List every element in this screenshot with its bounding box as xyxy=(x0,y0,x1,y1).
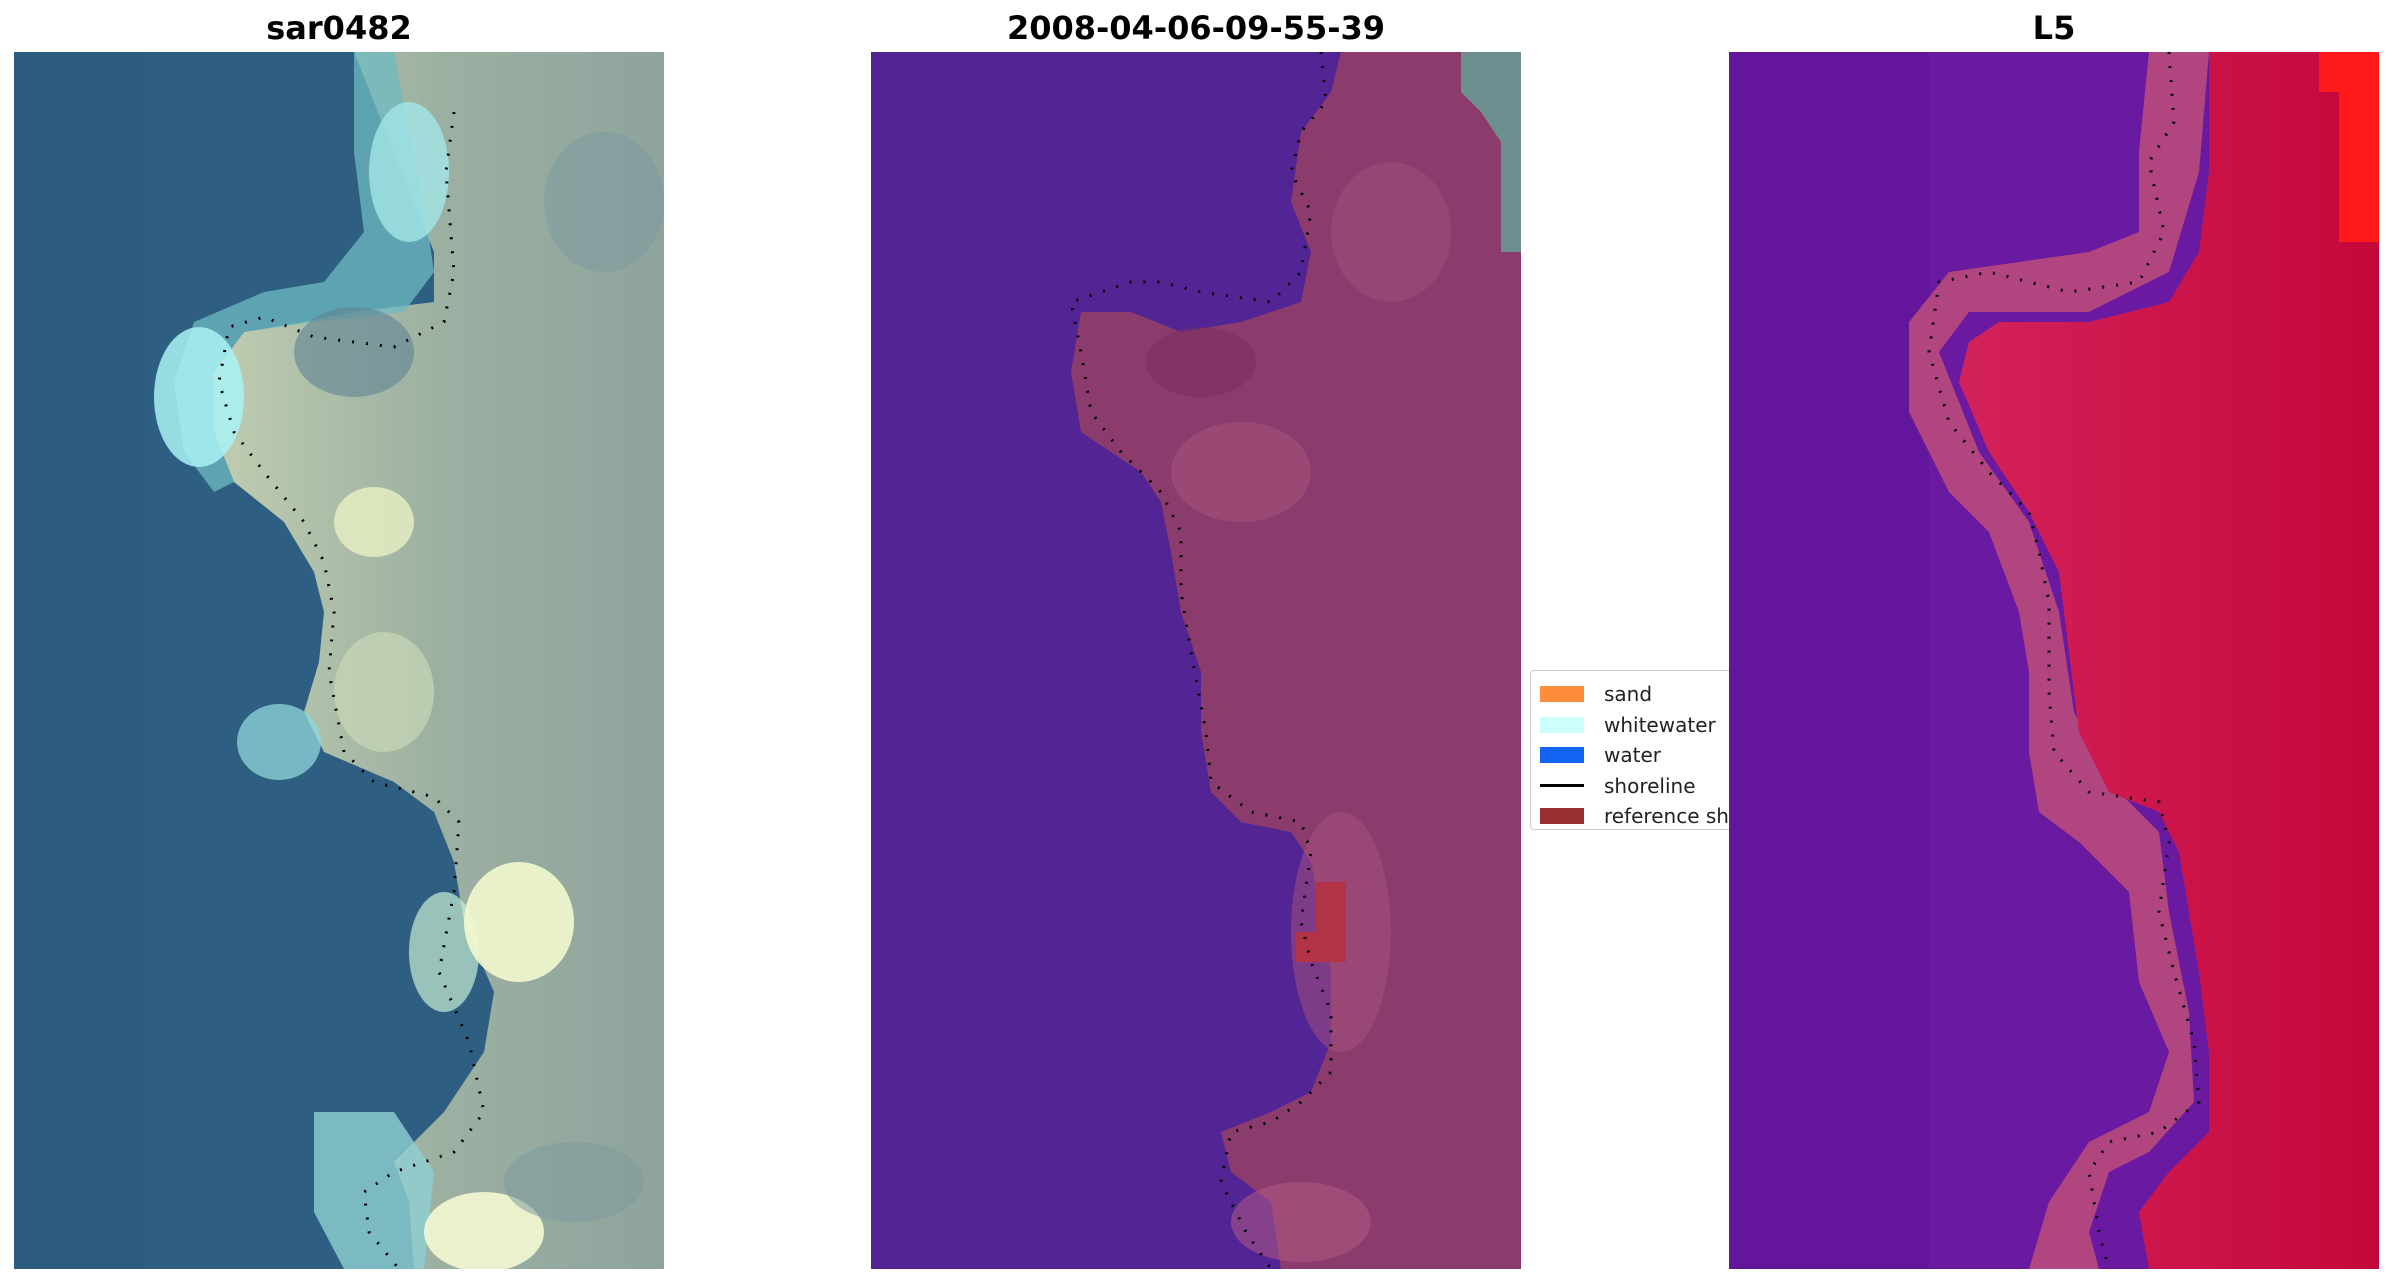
legend-label-whitewater: whitewater xyxy=(1604,712,1716,737)
legend-label-water: water xyxy=(1604,743,1661,768)
legend-label-sand: sand xyxy=(1604,682,1653,707)
legend-item-whitewater: whitewater xyxy=(1540,710,1735,741)
legend-line-shoreline xyxy=(1540,784,1584,788)
panel-title-rgb: sar0482 xyxy=(266,9,412,47)
panel-title-index: L5 xyxy=(2032,9,2076,47)
shoreline-trace xyxy=(1927,52,2201,1269)
legend-swatch-whitewater xyxy=(1540,716,1584,733)
classification-image xyxy=(871,52,1521,1269)
rgb-image-panel xyxy=(14,52,664,1269)
panel-title-classification: 2008-04-06-09-55-39 xyxy=(1006,9,1386,47)
legend-item-reference-shoreline: reference shoreline xyxy=(1540,801,1735,829)
legend-label-reference-shoreline: reference shoreline xyxy=(1604,804,1735,829)
shoreline-trace xyxy=(217,111,486,1269)
index-panel xyxy=(1729,52,2379,1269)
index-image xyxy=(1729,52,2379,1269)
reference-shoreline-patch xyxy=(1316,882,1346,962)
classification-panel xyxy=(871,52,1521,1269)
legend-item-shoreline: shoreline xyxy=(1540,771,1735,802)
legend-swatch-sand xyxy=(1540,686,1584,703)
legend: sand whitewater water shoreline referenc… xyxy=(1530,670,1736,830)
legend-swatch-water xyxy=(1540,747,1584,764)
legend-item-water: water xyxy=(1540,740,1735,771)
legend-label-shoreline: shoreline xyxy=(1604,773,1696,798)
rgb-image xyxy=(14,52,664,1269)
legend-swatch-reference-shoreline xyxy=(1540,808,1584,825)
legend-item-sand: sand xyxy=(1540,679,1735,710)
